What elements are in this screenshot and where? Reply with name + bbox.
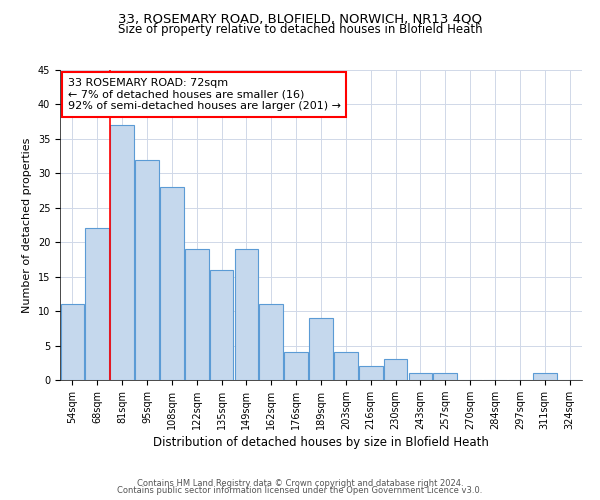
Bar — [433, 373, 457, 380]
Bar — [61, 304, 84, 380]
Text: Size of property relative to detached houses in Blofield Heath: Size of property relative to detached ho… — [118, 22, 482, 36]
Bar — [160, 187, 184, 380]
Bar — [135, 160, 159, 380]
Bar — [309, 318, 333, 380]
Bar — [334, 352, 358, 380]
Bar — [185, 249, 209, 380]
X-axis label: Distribution of detached houses by size in Blofield Heath: Distribution of detached houses by size … — [153, 436, 489, 449]
Bar — [359, 366, 383, 380]
Text: 33, ROSEMARY ROAD, BLOFIELD, NORWICH, NR13 4QQ: 33, ROSEMARY ROAD, BLOFIELD, NORWICH, NR… — [118, 12, 482, 26]
Bar — [85, 228, 109, 380]
Text: 33 ROSEMARY ROAD: 72sqm
← 7% of detached houses are smaller (16)
92% of semi-det: 33 ROSEMARY ROAD: 72sqm ← 7% of detached… — [68, 78, 341, 111]
Y-axis label: Number of detached properties: Number of detached properties — [22, 138, 32, 312]
Bar — [110, 125, 134, 380]
Bar — [409, 373, 432, 380]
Bar — [235, 249, 258, 380]
Bar — [284, 352, 308, 380]
Bar — [384, 360, 407, 380]
Text: Contains HM Land Registry data © Crown copyright and database right 2024.: Contains HM Land Registry data © Crown c… — [137, 478, 463, 488]
Text: Contains public sector information licensed under the Open Government Licence v3: Contains public sector information licen… — [118, 486, 482, 495]
Bar — [210, 270, 233, 380]
Bar — [533, 373, 557, 380]
Bar — [259, 304, 283, 380]
